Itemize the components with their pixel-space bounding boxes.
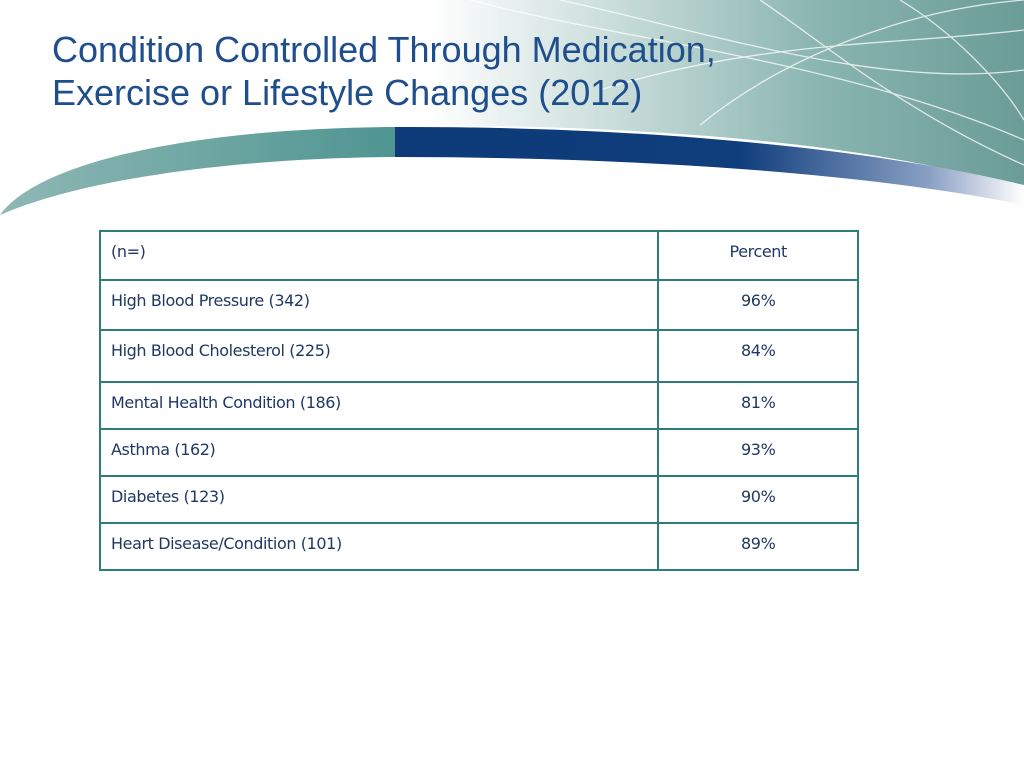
row-label: Diabetes (123)	[98, 475, 660, 524]
row-label: Heart Disease/Condition (101)	[98, 522, 660, 571]
row-value: 89%	[657, 522, 859, 571]
condition-table: (n=) Percent High Blood Pressure (342) 9…	[98, 230, 859, 571]
banner-teal-swoosh	[0, 127, 395, 215]
row-label: Asthma (162)	[98, 428, 660, 477]
slide-title-line-1: Condition Controlled Through Medication,	[52, 29, 716, 70]
row-value: 81%	[657, 381, 859, 430]
banner-arcs	[469, 0, 1024, 166]
row-value: 96%	[657, 279, 859, 331]
table-row: Heart Disease/Condition (101) 89%	[98, 522, 859, 571]
table-row: High Blood Cholesterol (225) 84%	[98, 329, 859, 383]
banner-navy-swoosh	[395, 126, 1024, 205]
table-row: Diabetes (123) 90%	[98, 475, 859, 524]
slide-title: Condition Controlled Through Medication,…	[52, 28, 812, 114]
table-row: Mental Health Condition (186) 81%	[98, 381, 859, 430]
row-label: High Blood Pressure (342)	[98, 279, 660, 331]
row-label: Mental Health Condition (186)	[98, 381, 660, 430]
row-label: High Blood Cholesterol (225)	[98, 329, 660, 383]
header-label-cell: (n=)	[98, 230, 660, 281]
header-banner-graphic	[0, 0, 1024, 215]
table-header-row: (n=) Percent	[98, 230, 859, 281]
table-row: High Blood Pressure (342) 96%	[98, 279, 859, 331]
banner-top-band	[0, 0, 1024, 190]
table-row: Asthma (162) 93%	[98, 428, 859, 477]
row-value: 90%	[657, 475, 859, 524]
row-value: 84%	[657, 329, 859, 383]
header-value-cell: Percent	[657, 230, 859, 281]
row-value: 93%	[657, 428, 859, 477]
slide-title-line-2: Exercise or Lifestyle Changes (2012)	[52, 72, 643, 113]
